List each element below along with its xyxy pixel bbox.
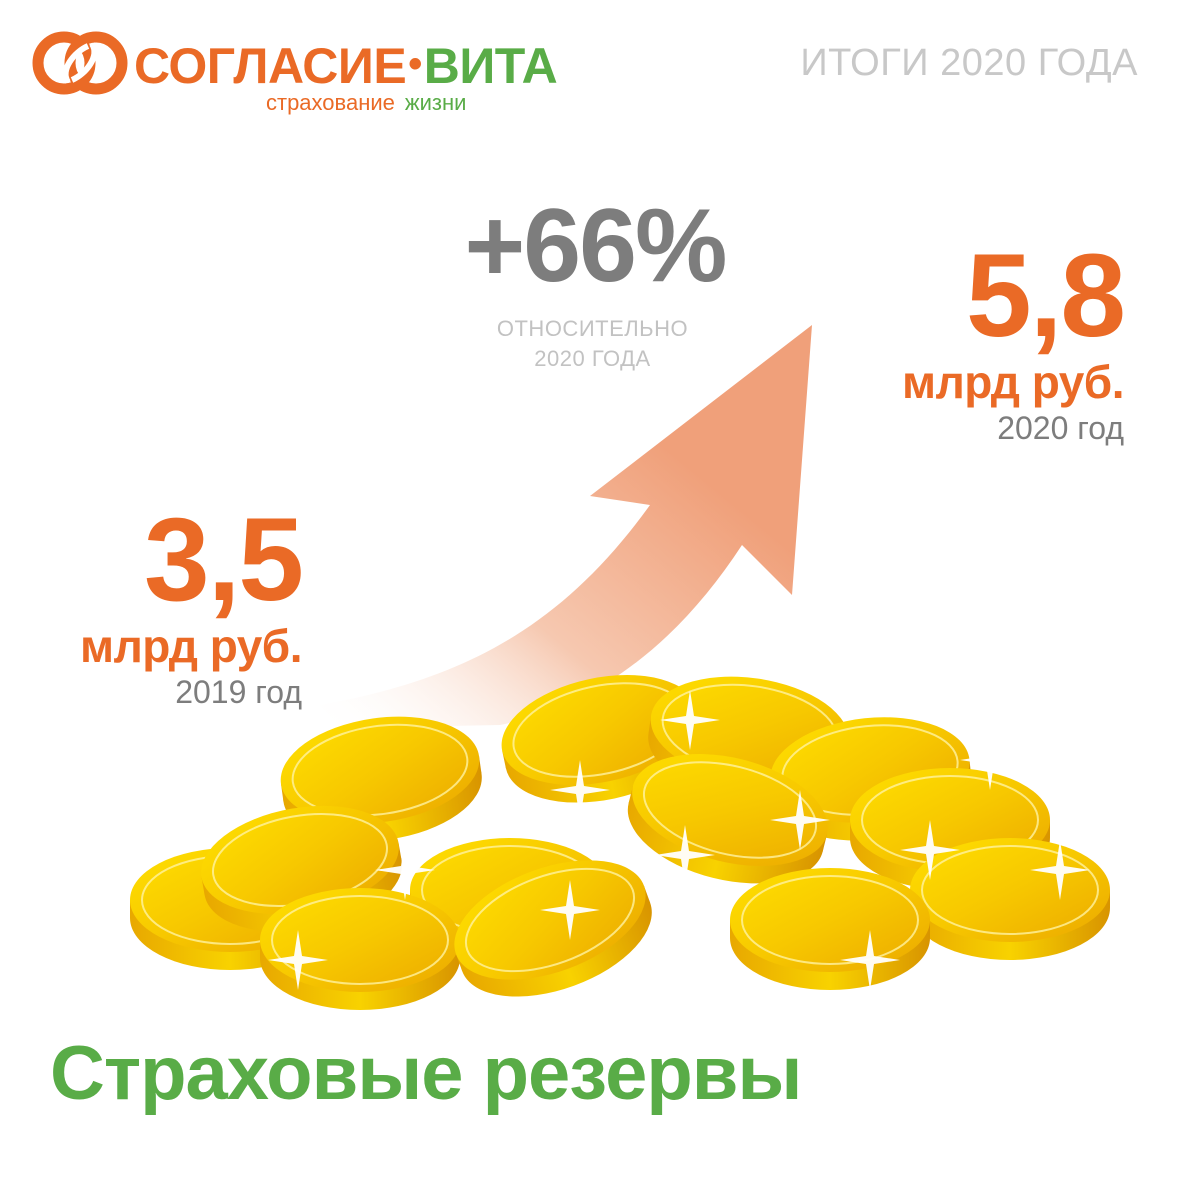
- tagline-part2: жизни: [404, 90, 467, 115]
- growth-percent: +66%: [464, 188, 728, 304]
- growth-note-line1: ОТНОСИТЕЛЬНО: [496, 316, 689, 341]
- company-logo: СОГЛАСИЕ•ВИТА страхование жизни: [30, 28, 600, 118]
- tagline-part1: страхование: [266, 90, 395, 115]
- brand-name-part2: ВИТА: [423, 38, 558, 94]
- brand-separator: •: [408, 42, 422, 86]
- stat-2019: 3,5 млрд руб. 2019 год: [80, 494, 304, 712]
- brand-tagline: страхование жизни: [266, 90, 466, 116]
- header-title: ИТОГИ 2020 ГОДА: [800, 42, 1138, 84]
- stat-value: 5,8: [965, 230, 1126, 362]
- stat-unit: млрд руб.: [80, 620, 302, 672]
- brand-name-part1: СОГЛАСИЕ: [134, 38, 407, 94]
- growth-note-line2: 2020 ГОДА: [534, 346, 651, 371]
- stat-value: 3,5: [143, 494, 304, 626]
- stat-year: 2020 год: [997, 410, 1124, 446]
- stat-2020: 5,8 млрд руб. 2020 год: [902, 230, 1126, 448]
- gold-coins-pile-icon: [129, 660, 1111, 1020]
- brand-name: СОГЛАСИЕ•ВИТА: [134, 34, 558, 96]
- stat-unit: млрд руб.: [902, 356, 1124, 408]
- growth-arrow-icon: [320, 325, 812, 728]
- footer-title: Страховые резервы: [50, 1031, 802, 1116]
- interlocking-rings-icon: [32, 31, 128, 95]
- growth-note: ОТНОСИТЕЛЬНО 2020 ГОДА: [440, 314, 745, 374]
- stat-year: 2019 год: [175, 674, 302, 710]
